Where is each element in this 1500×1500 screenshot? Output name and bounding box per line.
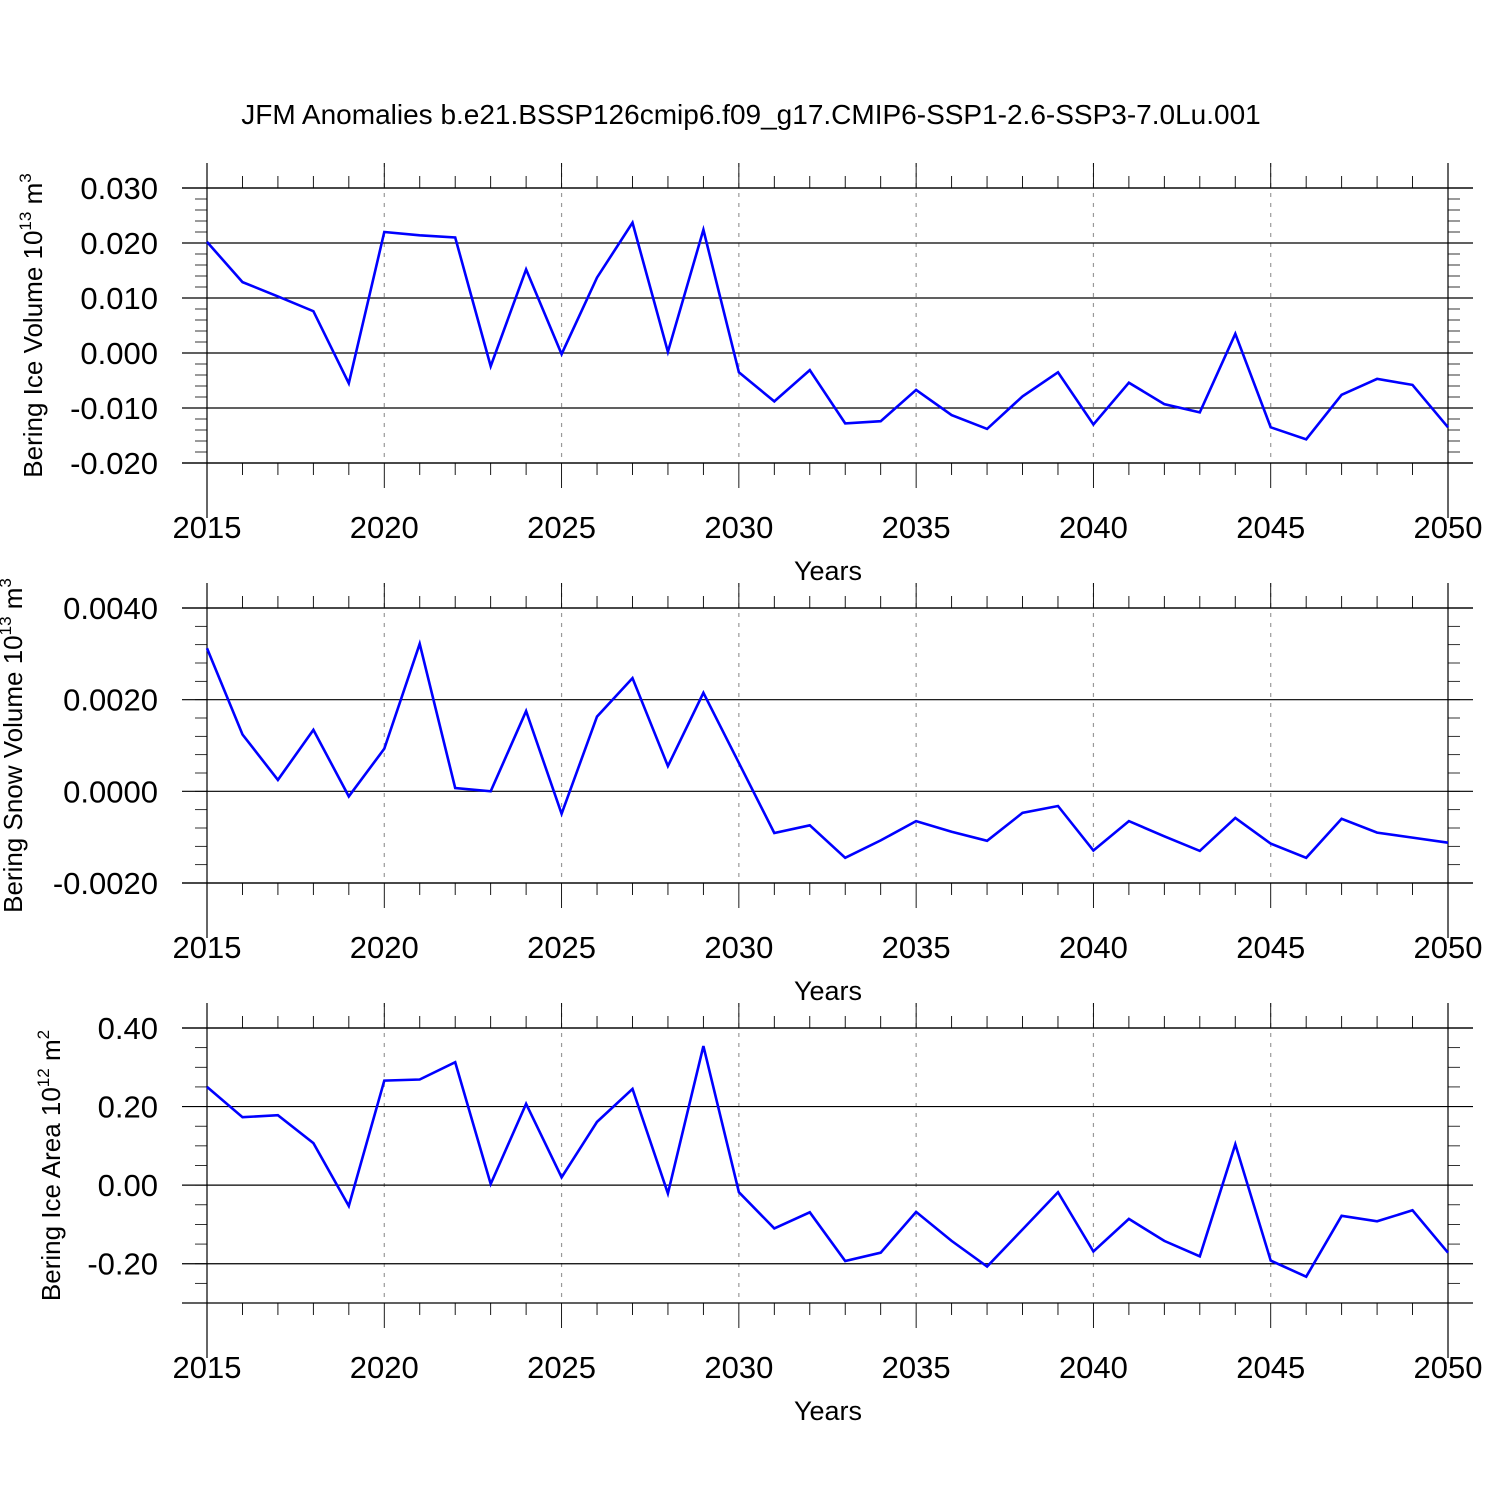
x-tick-label: 2030	[704, 510, 773, 545]
y-tick-label: -0.020	[70, 446, 158, 481]
y-tick-label: 0.020	[80, 226, 158, 261]
y-tick-label: 0.0040	[63, 591, 158, 626]
y-tick-label: 0.20	[98, 1090, 158, 1125]
x-tick-label: 2025	[527, 1350, 596, 1385]
y-tick-label: 0.0020	[63, 683, 158, 718]
x-tick-label: 2040	[1059, 1350, 1128, 1385]
x-tick-label: 2015	[173, 1350, 242, 1385]
x-tick-label: 2040	[1059, 510, 1128, 545]
panel-2: 0.0040 0.0020 0.0000 -0.0020 2015 2020 2025 203…	[0, 578, 1482, 1006]
x-tick-label: 2045	[1236, 930, 1305, 965]
series-line	[206, 1045, 1449, 1279]
x-tick-label: 2045	[1236, 1350, 1305, 1385]
y-tick-label: -0.20	[87, 1247, 158, 1282]
x-tick-label: 2020	[350, 1350, 419, 1385]
series-line	[205, 639, 1449, 860]
y-tick-label: 0.00	[98, 1168, 158, 1203]
x-tick-label: 2030	[704, 930, 773, 965]
x-axis-label: Years	[794, 556, 862, 586]
x-tick-label: 2020	[350, 930, 419, 965]
y-axis-label: Bering Ice Volume 1013 m3	[16, 173, 48, 477]
chart-title: JFM Anomalies b.e21.BSSP126cmip6.f09_g17…	[241, 99, 1260, 130]
x-tick-label: 2015	[173, 510, 242, 545]
y-tick-label: 0.000	[80, 336, 158, 371]
x-tick-label: 2035	[882, 1350, 951, 1385]
x-tick-label: 2025	[527, 510, 596, 545]
y-tick-label: 0.030	[80, 171, 158, 206]
y-axis-label: Bering Snow Volume 1013 m3	[0, 578, 28, 913]
panel-3: 0.40 0.20 0.00 -0.20 2015 2020 2025 2030 2035 204…	[34, 1003, 1482, 1426]
x-tick-label: 2035	[882, 930, 951, 965]
y-tick-label: 0.010	[80, 281, 158, 316]
x-tick-label: 2020	[350, 510, 419, 545]
x-tick-label: 2015	[173, 930, 242, 965]
y-axis-label: Bering Ice Area 1012 m2	[34, 1030, 66, 1301]
x-tick-label: 2030	[704, 1350, 773, 1385]
x-tick-label: 2035	[882, 510, 951, 545]
x-tick-label: 2025	[527, 930, 596, 965]
panel-1: 0.030 0.020 0.010 0.000 -0.010 -0.020 2015 2020…	[16, 163, 1482, 586]
x-axis-label: Years	[794, 1396, 862, 1426]
x-tick-label: 2050	[1414, 1350, 1483, 1385]
chart-panels: 0.030 0.020 0.010 0.000 -0.010 -0.020 2015 2020…	[0, 163, 1482, 1426]
y-tick-label: -0.010	[70, 391, 158, 426]
x-tick-label: 2050	[1414, 510, 1483, 545]
y-tick-label: 0.0000	[63, 774, 158, 809]
x-tick-label: 2045	[1236, 510, 1305, 545]
y-tick-label: -0.0020	[53, 866, 158, 901]
x-tick-label: 2040	[1059, 930, 1128, 965]
y-tick-label: 0.40	[98, 1011, 158, 1046]
x-axis-label: Years	[794, 976, 862, 1006]
series-line	[206, 219, 1449, 441]
x-tick-label: 2050	[1414, 930, 1483, 965]
